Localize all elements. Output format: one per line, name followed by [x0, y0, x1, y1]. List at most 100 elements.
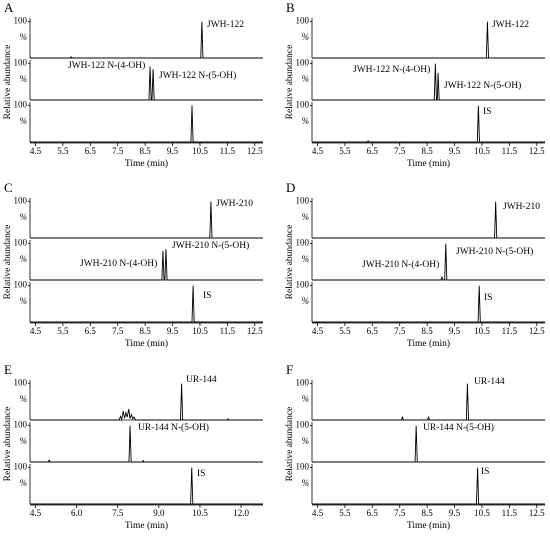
x-tick-label: 7.5	[394, 326, 406, 336]
trace	[30, 21, 263, 59]
x-axis-title: Time (min)	[125, 158, 168, 169]
x-tick-label: 4.5	[30, 508, 42, 518]
x-tick-label: 7.5	[112, 146, 124, 156]
trace	[312, 105, 545, 143]
y-tick-label: 100	[296, 378, 310, 388]
trace	[312, 21, 545, 59]
x-tick-label: 12.5	[529, 508, 545, 518]
x-tick-label: 10.5	[192, 326, 208, 336]
trace	[30, 383, 263, 421]
trace	[30, 105, 263, 143]
peak-label: JWH-122	[492, 20, 529, 30]
x-axis-title: Time (min)	[407, 520, 450, 531]
panel-label: B	[286, 0, 295, 15]
y-unit: %	[20, 254, 28, 264]
trace	[312, 285, 545, 323]
x-tick-label: 12.5	[247, 326, 263, 336]
panel-label: F	[286, 362, 293, 377]
x-tick-label: 8.5	[422, 508, 434, 518]
y-unit: %	[302, 74, 310, 84]
peak-label: JWH-210	[503, 202, 540, 212]
trace	[30, 249, 263, 281]
x-tick-label: 7.5	[394, 146, 406, 156]
y-tick-label: 100	[296, 58, 310, 68]
x-tick-label: 9.5	[167, 146, 179, 156]
y-unit: %	[20, 32, 28, 42]
y-unit: %	[20, 74, 28, 84]
x-axis-title: Time (min)	[125, 338, 168, 349]
x-tick-label: 4.5	[312, 508, 324, 518]
y-tick-label: 100	[14, 420, 28, 430]
trace	[30, 285, 263, 323]
peak-label: JWH-210	[216, 199, 253, 209]
x-tick-label: 6.5	[367, 326, 379, 336]
y-unit: %	[302, 296, 310, 306]
y-unit: %	[20, 296, 28, 306]
peak-label: UR-144	[186, 375, 217, 385]
y-tick-label: 100	[296, 462, 310, 472]
peak-label: JWH-122 N-(4-OH)	[353, 64, 430, 75]
y-axis-title: Relative abundance	[285, 407, 295, 482]
x-tick-label: 10.5	[474, 508, 490, 518]
x-tick-label: 8.5	[422, 146, 434, 156]
peak-label: JWH-210 N-(4-OH)	[80, 258, 157, 269]
y-tick-label: 100	[14, 280, 28, 290]
x-tick-label: 12.5	[529, 146, 545, 156]
peak-label: UR-144 N-(5-OH)	[138, 422, 209, 433]
x-tick-label: 10.5	[474, 146, 490, 156]
y-unit: %	[20, 394, 28, 404]
x-tick-label: 6.5	[367, 508, 379, 518]
x-tick-label: 7.5	[112, 326, 124, 336]
x-tick-label: 5.5	[339, 326, 351, 336]
trace	[30, 201, 263, 239]
x-tick-label: 8.5	[422, 326, 434, 336]
peak-label: JWH-122 N-(4-OH)	[68, 60, 145, 71]
trace	[312, 63, 545, 101]
x-tick-label: 4.5	[312, 146, 324, 156]
x-tick-label: 6.0	[71, 508, 83, 518]
peak-label: JWH-122	[207, 20, 244, 30]
y-axis-title: Relative abundance	[285, 225, 295, 300]
x-axis-title: Time (min)	[407, 158, 450, 169]
peak-label: IS	[197, 469, 205, 479]
peak-label: JWH-122 N-(5-OH)	[159, 70, 236, 81]
y-tick-label: 100	[14, 238, 28, 248]
y-unit: %	[302, 394, 310, 404]
x-tick-label: 9.5	[167, 326, 179, 336]
x-tick-label: 5.5	[339, 508, 351, 518]
y-tick-label: 100	[14, 58, 28, 68]
y-tick-label: 100	[296, 280, 310, 290]
x-tick-label: 4.5	[30, 326, 42, 336]
peak-label: JWH-210 N-(5-OH)	[456, 246, 533, 257]
y-unit: %	[20, 478, 28, 488]
y-unit: %	[302, 436, 310, 446]
y-axis-title: Relative abundance	[3, 225, 13, 300]
trace	[312, 243, 545, 281]
x-tick-label: 7.5	[112, 508, 124, 518]
x-tick-label: 4.5	[312, 326, 324, 336]
x-tick-label: 10.5	[192, 146, 208, 156]
y-unit: %	[302, 478, 310, 488]
y-tick-label: 100	[14, 100, 28, 110]
x-tick-label: 12.5	[247, 146, 263, 156]
y-tick-label: 100	[296, 238, 310, 248]
y-axis-title: Relative abundance	[285, 45, 295, 120]
x-tick-label: 9.0	[153, 508, 165, 518]
y-unit: %	[302, 212, 310, 222]
y-tick-label: 100	[14, 196, 28, 206]
x-axis-title: Time (min)	[125, 520, 168, 531]
x-tick-label: 9.5	[449, 326, 461, 336]
trace	[312, 201, 545, 239]
x-tick-label: 6.5	[367, 146, 379, 156]
trace	[30, 467, 263, 505]
y-unit: %	[302, 254, 310, 264]
panel-label: E	[4, 362, 12, 377]
trace	[30, 425, 263, 463]
y-unit: %	[20, 116, 28, 126]
x-tick-label: 10.5	[474, 326, 490, 336]
y-axis-title: Relative abundance	[3, 407, 13, 482]
x-tick-label: 11.5	[502, 326, 518, 336]
x-tick-label: 12.0	[233, 508, 249, 518]
x-tick-label: 12.5	[529, 326, 545, 336]
